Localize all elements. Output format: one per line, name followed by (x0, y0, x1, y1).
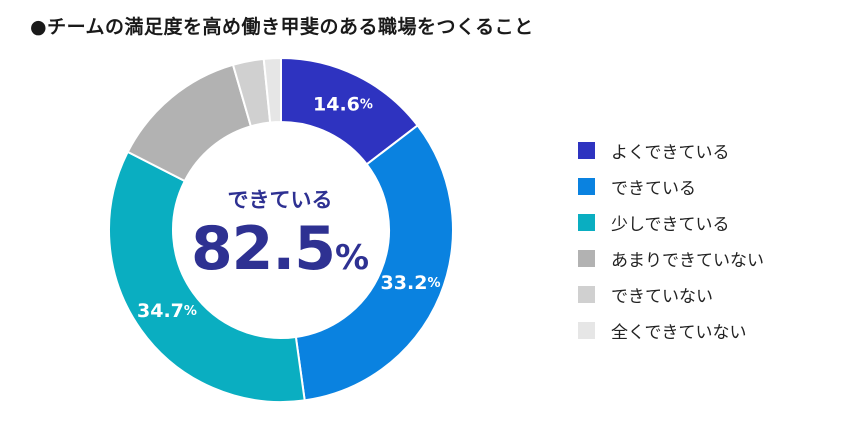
legend-item: できている (578, 168, 764, 204)
legend-item: 全くできていない (578, 312, 764, 348)
chart-title: ●チームの満足度を高め働き甲斐のある職場をつくること (30, 16, 534, 38)
donut-slice (262, 56, 282, 124)
legend-swatch (578, 213, 595, 231)
slice-value-label: 14.6% (313, 93, 373, 115)
legend-label: よくできている (611, 142, 730, 163)
chart-legend: よくできている できている少しできているあまりできていない できていない全くできてい… (578, 132, 764, 348)
legend-label: できていない (611, 286, 713, 307)
center-value: 82.5% (180, 214, 380, 284)
legend-item: 少しできている (578, 204, 764, 240)
legend-swatch (578, 141, 595, 159)
legend-item: できていない (578, 276, 764, 312)
center-value-number: 82.5 (190, 214, 336, 284)
legend-item: あまりできていない (578, 240, 764, 276)
legend-label: 少しできている (611, 214, 730, 235)
legend-swatch (578, 285, 595, 303)
donut-slice (108, 150, 306, 403)
legend-label: あまりできていない (611, 250, 764, 271)
legend-swatch (578, 177, 595, 195)
legend-swatch (578, 321, 595, 339)
center-value-unit: % (334, 238, 370, 278)
legend-item: よくできている (578, 132, 764, 168)
legend-label: できている (611, 178, 696, 199)
legend-swatch (578, 249, 595, 267)
slice-value-label: 34.7% (137, 300, 197, 322)
legend-label: 全くできていない (611, 322, 747, 343)
center-caption: できている (227, 188, 333, 212)
donut-slice (294, 124, 454, 402)
slice-value-label: 33.2% (381, 272, 441, 294)
